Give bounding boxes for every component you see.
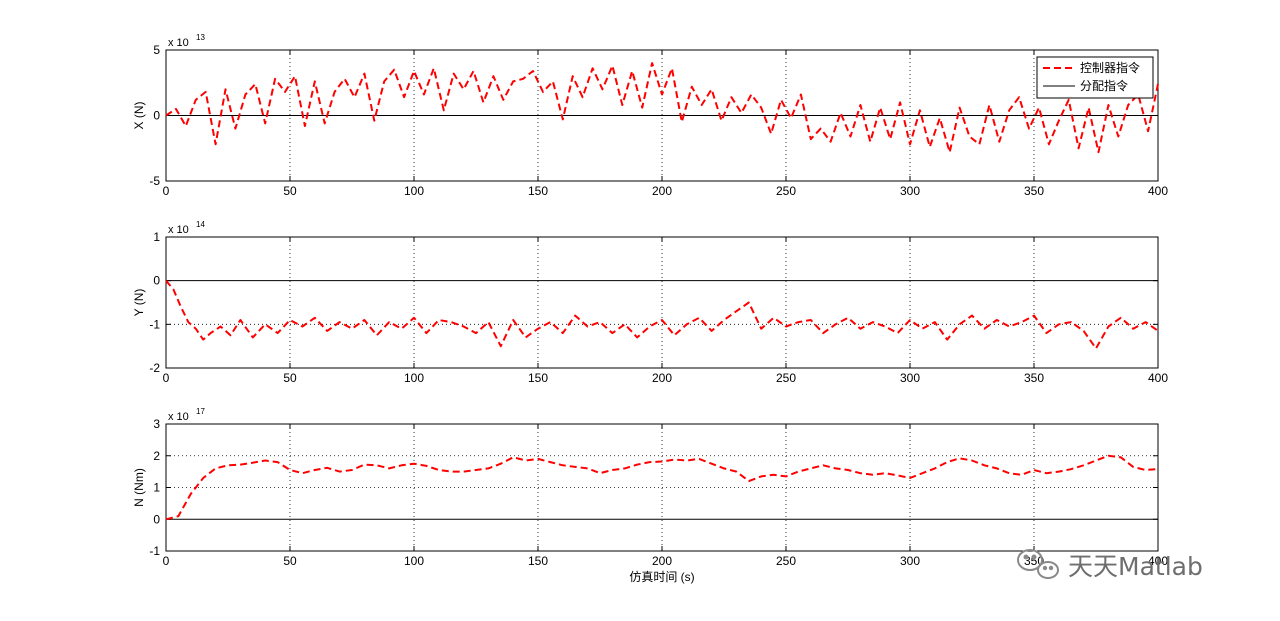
x-tick-label: 300 bbox=[900, 554, 920, 568]
y-exponent-power: 17 bbox=[196, 407, 205, 416]
subplots: 0 50 100 150 200 250 300 350 400-505 x 10 13X (N)0… bbox=[132, 33, 1168, 584]
y-tick-label: 0 bbox=[153, 109, 160, 123]
x-tick-label: 250 bbox=[776, 371, 796, 385]
x-tick-label: 350 bbox=[1024, 184, 1044, 198]
y-exponent-label: x 10 bbox=[168, 224, 189, 236]
x-tick-label: 0 bbox=[163, 371, 170, 385]
x-tick-label: 300 bbox=[900, 184, 920, 198]
x-tick-label: 100 bbox=[404, 554, 424, 568]
y-exponent-power: 13 bbox=[196, 33, 205, 42]
series-line-1 bbox=[165, 280, 1159, 350]
x-tick-label: 50 bbox=[283, 554, 297, 568]
x-tick-label: 50 bbox=[283, 371, 297, 385]
x-tick-label: 300 bbox=[900, 371, 920, 385]
series-line-1 bbox=[165, 62, 1159, 154]
y-tick-label: 1 bbox=[153, 481, 160, 495]
x-tick-label: 250 bbox=[776, 554, 796, 568]
y-axis-label: N (Nm) bbox=[132, 468, 146, 507]
legend-label-allocation: 分配指令 bbox=[1080, 78, 1128, 93]
y-tick-label: 0 bbox=[153, 512, 160, 526]
subplot-1: 0 50 100 150 200 250 300 350 400-505 x 10 13X (N) bbox=[132, 33, 1168, 198]
x-tick-label: 0 bbox=[163, 554, 170, 568]
y-tick-label: 5 bbox=[153, 43, 160, 57]
x-tick-label: 100 bbox=[404, 184, 424, 198]
series-line-1 bbox=[165, 454, 1159, 521]
y-tick-label: 3 bbox=[153, 417, 160, 431]
y-tick-label: 1 bbox=[153, 230, 160, 244]
x-tick-label: 150 bbox=[528, 184, 548, 198]
y-tick-label: 0 bbox=[153, 274, 160, 288]
y-axis-label: Y (N) bbox=[132, 289, 146, 317]
y-tick-label: -5 bbox=[149, 174, 160, 188]
x-tick-label: 150 bbox=[528, 554, 548, 568]
y-exponent-power: 14 bbox=[196, 220, 205, 229]
wechat-icon bbox=[1017, 549, 1059, 579]
x-tick-label: 200 bbox=[652, 371, 672, 385]
x-tick-label: 50 bbox=[283, 184, 297, 198]
x-tick-label: 200 bbox=[652, 184, 672, 198]
axes-box bbox=[165, 236, 1159, 369]
y-axis-label: X (N) bbox=[132, 102, 146, 130]
legend-box bbox=[1036, 56, 1154, 99]
legend-label-controller: 控制器指令 bbox=[1080, 60, 1140, 75]
x-tick-label: 350 bbox=[1024, 554, 1044, 568]
y-exponent-label: x 10 bbox=[168, 411, 189, 423]
x-tick-label: 200 bbox=[652, 554, 672, 568]
x-tick-label: 400 bbox=[1148, 184, 1168, 198]
subplot-2: 0 50 100 150 200 250 300 350 400 -2 -1 0 1 x 10 14 Y (N… bbox=[132, 220, 1168, 385]
y-exponent-label: x 10 bbox=[168, 37, 189, 49]
x-tick-label: 400 bbox=[1148, 554, 1168, 568]
x-tick-label: 400 bbox=[1148, 371, 1168, 385]
x-axis-label: 仿真时间 (s) bbox=[629, 570, 694, 584]
watermark-text: 天天Matlab bbox=[1068, 552, 1203, 581]
y-tick-label: -1 bbox=[149, 544, 160, 558]
watermark: 天天Matlab bbox=[1017, 549, 1203, 581]
y-tick-label: -2 bbox=[149, 361, 160, 375]
x-tick-label: 100 bbox=[404, 371, 424, 385]
y-tick-label: 2 bbox=[153, 449, 160, 463]
legend: 控制器指令 分配指令 bbox=[1036, 56, 1154, 99]
y-tick-label: -1 bbox=[149, 317, 160, 331]
x-tick-label: 250 bbox=[776, 184, 796, 198]
x-tick-label: 0 bbox=[163, 184, 170, 198]
x-tick-label: 350 bbox=[1024, 371, 1044, 385]
x-tick-label: 150 bbox=[528, 371, 548, 385]
